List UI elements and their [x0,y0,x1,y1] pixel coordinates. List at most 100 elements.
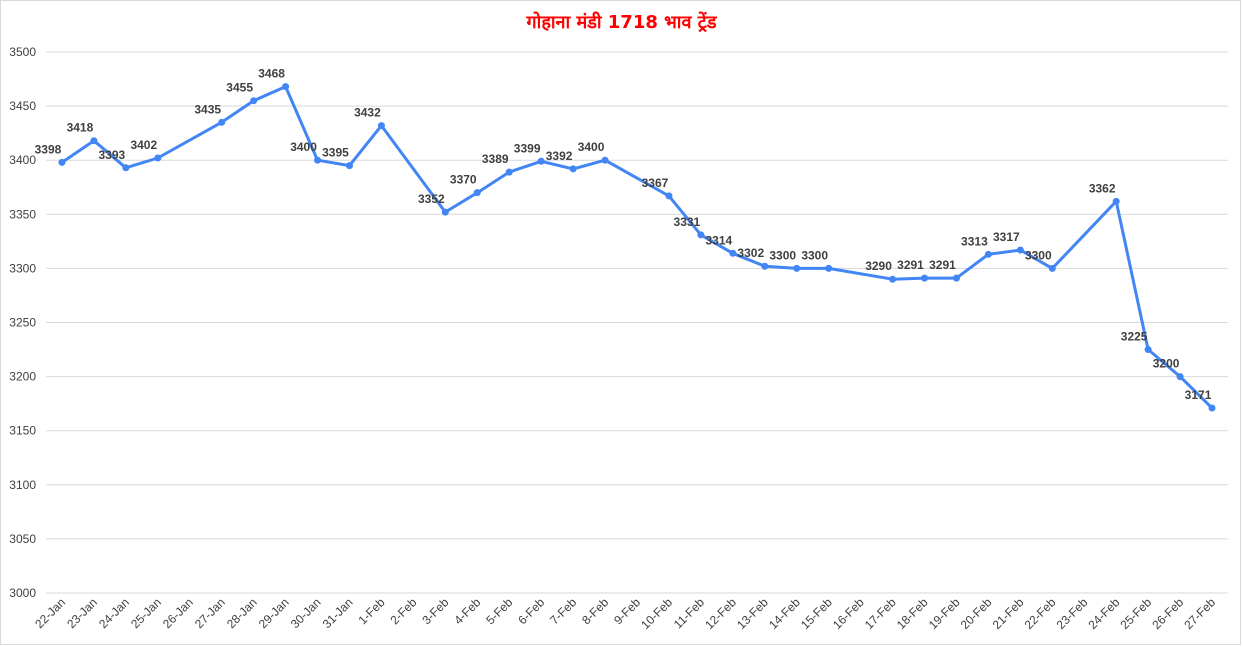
y-tick-label: 3150 [9,424,36,438]
data-label: 3370 [450,173,477,187]
data-label: 3395 [322,146,349,160]
y-tick-label: 3100 [9,478,36,492]
data-label: 3171 [1185,388,1212,402]
x-tick-label: 24-Feb [1086,595,1123,632]
data-point [250,97,258,105]
data-point [154,154,162,162]
x-tick-label: 1-Feb [355,595,387,627]
data-label: 3331 [674,215,701,229]
data-point [122,164,130,172]
data-point [984,250,992,258]
y-tick-label: 3000 [9,586,36,600]
data-label: 3291 [897,258,924,272]
data-point [1016,246,1024,254]
data-point [282,83,290,91]
data-label: 3435 [194,102,221,116]
x-tick-label: 7-Feb [547,595,579,627]
data-point [1112,197,1120,205]
data-label: 3300 [1025,248,1052,262]
x-tick-label: 26-Feb [1149,595,1186,632]
x-tick-label: 12-Feb [702,595,739,632]
y-tick-label: 3500 [9,45,36,59]
x-tick-label: 14-Feb [766,595,803,632]
data-point [889,275,897,283]
data-label: 3300 [801,248,828,262]
x-tick-label: 27-Jan [192,595,228,631]
x-tick-label: 19-Feb [926,595,963,632]
x-tick-label: 29-Jan [256,595,292,631]
data-label: 3392 [546,149,573,163]
data-point [761,262,769,270]
data-point [825,264,833,272]
x-tick-label: 6-Feb [515,595,547,627]
y-tick-label: 3200 [9,370,36,384]
x-tick-label: 13-Feb [734,595,771,632]
data-point [537,157,545,165]
x-tick-label: 11-Feb [671,595,707,631]
data-point [345,162,353,170]
x-tick-label: 22-Feb [1022,595,1059,632]
data-label: 3352 [418,192,445,206]
data-label: 3362 [1089,181,1116,195]
data-label: 3468 [258,67,285,81]
x-tick-label: 23-Jan [64,595,100,631]
data-point [1208,404,1216,412]
x-tick-label: 30-Jan [288,595,324,631]
x-tick-label: 23-Feb [1054,595,1091,632]
data-label: 3314 [705,233,732,247]
x-tick-label: 2-Feb [387,595,419,627]
x-tick-label: 31-Jan [320,595,356,631]
x-tick-label: 16-Feb [830,595,867,632]
x-tick-label: 22-Jan [32,595,68,631]
data-label: 3432 [354,106,381,120]
data-point [569,165,577,173]
x-tick-label: 18-Feb [894,595,931,632]
data-point [601,156,609,164]
y-tick-label: 3300 [9,261,36,275]
data-point [921,274,929,282]
data-point [90,137,98,145]
x-tick-label: 24-Jan [96,595,132,631]
data-point [665,192,673,200]
x-tick-label: 25-Feb [1117,595,1154,632]
x-tick-label: 10-Feb [638,595,675,632]
data-point [377,122,385,130]
data-point [314,156,322,164]
data-label: 3313 [961,234,988,248]
x-tick-label: 3-Feb [419,595,451,627]
data-label: 3290 [865,259,892,273]
x-tick-label: 21-Feb [990,595,1027,632]
y-tick-label: 3050 [9,532,36,546]
data-point [697,231,705,239]
x-tick-label: 5-Feb [483,595,515,627]
x-tick-label: 26-Jan [160,595,196,631]
data-point [1048,264,1056,272]
y-tick-label: 3450 [9,99,36,113]
data-point [729,249,737,257]
data-point [218,118,226,126]
data-label: 3402 [130,138,157,152]
data-label: 3400 [290,140,317,154]
x-tick-label: 17-Feb [862,595,899,632]
x-tick-label: 15-Feb [798,595,835,632]
x-tick-label: 28-Jan [224,595,260,631]
series-line [60,85,1214,410]
data-label: 3398 [35,142,62,156]
data-label: 3291 [929,258,956,272]
data-label: 3399 [514,141,541,155]
data-point [441,208,449,216]
data-point [58,158,66,166]
data-label: 3317 [993,230,1020,244]
x-tick-label: 4-Feb [451,595,483,627]
chart-title: गोहाना मंडी 1718 भाव ट्रेंड [526,12,717,33]
data-point [952,274,960,282]
data-label: 3393 [99,148,126,162]
data-label: 3300 [769,248,796,262]
data-point [1176,373,1184,381]
data-label: 3225 [1121,330,1148,344]
data-point [793,264,801,272]
data-label: 3389 [482,152,509,166]
data-point [1144,346,1152,354]
